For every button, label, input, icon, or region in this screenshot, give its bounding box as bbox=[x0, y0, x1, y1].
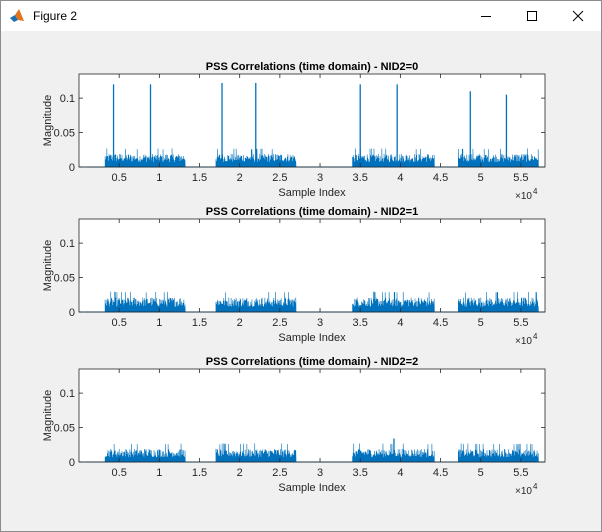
plot-title: PSS Correlations (time domain) - NID2=0 bbox=[206, 61, 418, 73]
y-tick-label: 0.05 bbox=[54, 128, 75, 140]
axes-box bbox=[78, 368, 546, 463]
minimize-icon bbox=[481, 16, 491, 17]
x-tick-label: 4.5 bbox=[433, 317, 448, 329]
y-tick-label: 0 bbox=[69, 457, 75, 469]
x-tick-label: 1 bbox=[156, 317, 162, 329]
x-tick-label: 3 bbox=[317, 467, 323, 479]
x-tick-label: 4 bbox=[397, 172, 403, 184]
x-tick-label: 4.5 bbox=[433, 467, 448, 479]
x-tick-label: 5 bbox=[478, 467, 484, 479]
axes-background[interactable] bbox=[79, 74, 545, 167]
y-tick-label: 0 bbox=[69, 162, 75, 174]
x-tick-label: 2.5 bbox=[272, 317, 287, 329]
x-exponent-power: 4 bbox=[533, 332, 538, 341]
x-tick-label: 1.5 bbox=[192, 172, 207, 184]
axes-background[interactable] bbox=[79, 219, 545, 312]
y-axis-label: Magnitude bbox=[42, 390, 54, 441]
y-tick-label: 0 bbox=[69, 307, 75, 319]
x-tick-label: 4 bbox=[397, 317, 403, 329]
y-tick-label: 0.05 bbox=[54, 423, 75, 435]
maximize-button[interactable] bbox=[509, 1, 555, 31]
x-tick-label: 4.5 bbox=[433, 172, 448, 184]
x-tick-label: 2 bbox=[237, 172, 243, 184]
y-tick-label: 0.05 bbox=[54, 273, 75, 285]
x-tick-label: 1.5 bbox=[192, 317, 207, 329]
x-tick-label: 3.5 bbox=[353, 317, 368, 329]
x-tick-label: 5.5 bbox=[513, 172, 528, 184]
minimize-button[interactable] bbox=[463, 1, 509, 31]
figure-canvas: PSS Correlations (time domain) - NID2=0 0… bbox=[1, 31, 601, 531]
matlab-icon bbox=[9, 8, 25, 24]
x-tick-label: 4 bbox=[397, 467, 403, 479]
y-tick-label: 0.1 bbox=[60, 93, 75, 105]
plot-title: PSS Correlations (time domain) - NID2=2 bbox=[206, 356, 418, 368]
x-tick-label: 2.5 bbox=[272, 467, 287, 479]
maximize-icon bbox=[527, 11, 537, 21]
x-tick-label: 5.5 bbox=[513, 317, 528, 329]
y-axis-label: Magnitude bbox=[42, 240, 54, 291]
x-tick-label: 1 bbox=[156, 467, 162, 479]
x-tick-label: 0.5 bbox=[112, 172, 127, 184]
x-exponent-label: ×10 bbox=[515, 336, 532, 347]
x-axis-label: Sample Index bbox=[278, 187, 346, 199]
x-exponent-label: ×10 bbox=[515, 486, 532, 497]
window-title: Figure 2 bbox=[33, 9, 78, 23]
x-exponent-power: 4 bbox=[533, 187, 538, 196]
title-bar[interactable]: Figure 2 bbox=[1, 1, 601, 31]
plot-title: PSS Correlations (time domain) - NID2=1 bbox=[206, 206, 418, 218]
x-tick-label: 2 bbox=[237, 317, 243, 329]
x-exponent-label: ×10 bbox=[515, 191, 532, 202]
y-axis-label: Magnitude bbox=[42, 95, 54, 146]
x-tick-label: 5 bbox=[478, 317, 484, 329]
x-tick-label: 3.5 bbox=[353, 467, 368, 479]
x-tick-label: 3 bbox=[317, 172, 323, 184]
close-button[interactable] bbox=[555, 1, 601, 31]
x-exponent-power: 4 bbox=[533, 482, 538, 491]
x-tick-label: 3.5 bbox=[353, 172, 368, 184]
x-axis-label: Sample Index bbox=[278, 332, 346, 344]
x-tick-label: 1 bbox=[156, 172, 162, 184]
subplots-canvas: PSS Correlations (time domain) - NID2=0 0… bbox=[42, 61, 546, 497]
x-tick-label: 0.5 bbox=[112, 317, 127, 329]
subplot-3: PSS Correlations (time domain) - NID2=2 0… bbox=[42, 356, 546, 497]
y-tick-label: 0.1 bbox=[60, 238, 75, 250]
subplot-2: PSS Correlations (time domain) - NID2=1 0… bbox=[42, 206, 546, 347]
y-tick-label: 0.1 bbox=[60, 388, 75, 400]
close-icon bbox=[572, 10, 584, 22]
axes-box bbox=[78, 73, 546, 168]
x-tick-label: 0.5 bbox=[112, 467, 127, 479]
x-axis-label: Sample Index bbox=[278, 482, 346, 494]
axes-box bbox=[78, 218, 546, 313]
x-tick-label: 2 bbox=[237, 467, 243, 479]
subplot-1: PSS Correlations (time domain) - NID2=0 0… bbox=[42, 61, 546, 202]
x-tick-label: 5 bbox=[478, 172, 484, 184]
x-tick-label: 1.5 bbox=[192, 467, 207, 479]
axes-background[interactable] bbox=[79, 369, 545, 462]
x-tick-label: 3 bbox=[317, 317, 323, 329]
x-tick-label: 2.5 bbox=[272, 172, 287, 184]
x-tick-label: 5.5 bbox=[513, 467, 528, 479]
